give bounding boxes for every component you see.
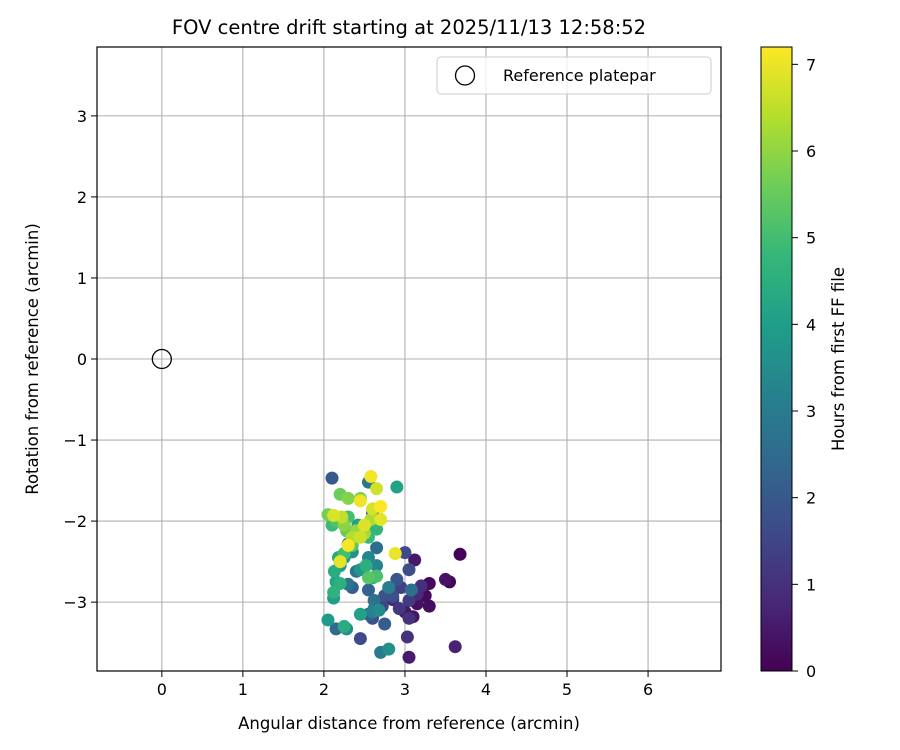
scatter-point [333,555,347,569]
x-axis-ticks: 0 1 2 3 4 5 6 [157,671,653,699]
scatter-point [390,480,404,494]
scatter-point [327,585,341,599]
chart-title: FOV centre drift starting at 2025/11/13 … [172,16,646,39]
scatter-point [390,572,404,586]
scatter-point [453,547,467,561]
scatter-point [398,546,412,560]
scatter-point [361,571,375,585]
scatter-point [378,617,392,631]
scatter-point [337,619,351,633]
scatter-point [402,611,416,625]
x-tick-label: 5 [562,680,572,699]
legend-box [436,56,712,95]
x-tick-label: 2 [319,680,329,699]
scatter-points [321,470,467,664]
scatter-point [325,471,339,485]
scatter-point [404,583,418,597]
colorbar-tick-label: 5 [806,229,816,248]
scatter-point [448,640,462,654]
x-tick-label: 3 [400,680,410,699]
scatter-point [353,632,367,646]
scatter-point [402,650,416,664]
legend: Reference platepar [436,56,712,95]
scatter-point [370,541,384,555]
colorbar-tick-label: 1 [806,575,816,594]
scatter-point [374,499,388,513]
colorbar-tick-label: 7 [806,55,816,74]
scatter-point [372,603,386,617]
scatter-point [353,607,367,621]
colorbar-ticks: 0 1 2 3 4 5 6 7 [792,55,816,681]
colorbar-tick-label: 3 [806,402,816,421]
scatter-point [408,553,422,567]
y-tick-label: −2 [63,512,87,531]
scatter-point [353,494,367,508]
colorbar-tick-label: 6 [806,142,816,161]
reference-marker-layer [151,348,172,370]
scatter-point [364,470,378,484]
x-tick-label: 6 [643,680,653,699]
legend-marker-icon [454,65,476,86]
y-axis-ticks: −3 −2 −1 0 1 2 3 [63,107,97,612]
scatter-point [333,576,347,590]
scatter-point [388,546,402,560]
scatter-point [327,508,341,522]
scatter-point [359,559,373,573]
scatter-point [422,599,436,613]
scatter-point [382,642,396,656]
y-tick-label: 1 [77,269,87,288]
y-tick-label: 0 [77,350,87,369]
scatter-point [353,530,367,544]
scatter-point [370,559,384,573]
scatter-point [382,581,396,595]
x-axis-label: Angular distance from reference (arcmin) [238,714,580,733]
scatter-point [341,538,355,552]
scatter-point [370,522,384,536]
scatter-point [400,630,414,644]
colorbar-tick-label: 2 [806,489,816,508]
scatter-point [402,593,416,607]
y-tick-label: −1 [63,431,87,450]
x-tick-label: 4 [481,680,491,699]
y-tick-label: 3 [77,107,87,126]
scatter-point [321,613,335,627]
grid-lines [97,47,721,671]
legend-entry: Reference platepar [503,66,656,85]
colorbar-label: Hours from first FF file [829,267,848,451]
colorbar-tick-label: 0 [806,662,816,681]
x-tick-label: 1 [238,680,248,699]
y-axis-label: Rotation from reference (arcmin) [23,223,42,495]
scatter-point [414,579,428,593]
reference-marker [151,348,172,370]
scatter-point [341,491,355,505]
colorbar [760,46,793,672]
scatter-point [402,563,416,577]
scatter-point [361,583,375,597]
scatter-point [357,518,371,532]
y-tick-label: −3 [63,593,87,612]
scatter-point [370,482,384,496]
y-tick-label: 2 [77,188,87,207]
scatter-point [374,512,388,526]
scatter-point [327,564,341,578]
scatter-point [392,602,406,616]
colorbar-tick-label: 4 [806,315,816,334]
scatter-point [438,572,452,586]
x-tick-label: 0 [157,680,167,699]
